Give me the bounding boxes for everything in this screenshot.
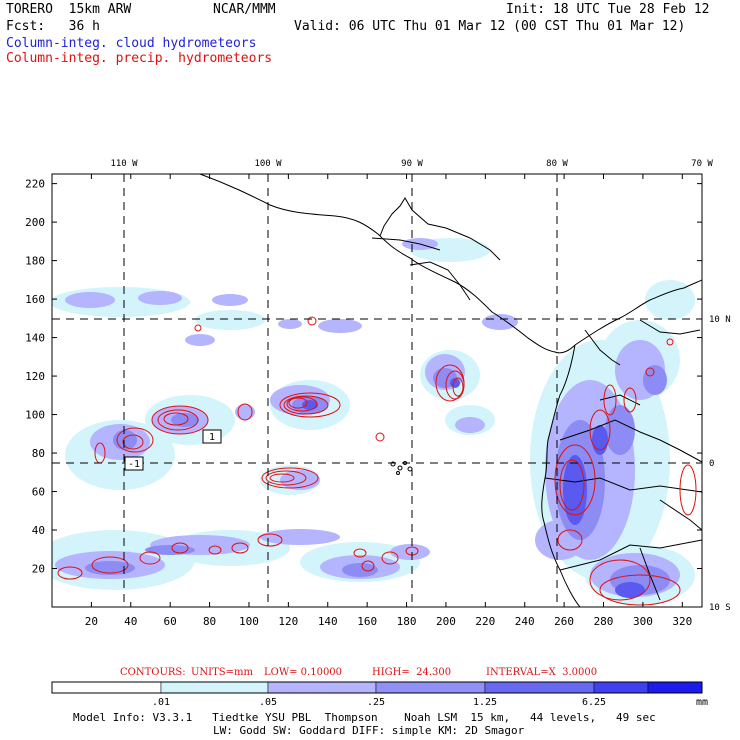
x-tick-label: 40 <box>124 615 137 628</box>
colorbar-tick: 6.25 <box>582 697 606 708</box>
lat-label-10n: 10 N <box>709 315 731 325</box>
colorbar-segment <box>647 681 703 694</box>
valid-time: Valid: 06 UTC Thu 01 Mar 12 (00 CST Thu … <box>294 19 686 34</box>
x-tick-label: 240 <box>515 615 535 628</box>
lat-label-10s: 10 S <box>709 603 731 613</box>
contour-units: UNITS=mm <box>191 667 253 678</box>
contour-low: LOW= 0.10000 <box>264 667 343 678</box>
x-tick-label: 160 <box>357 615 377 628</box>
lat-label-0: 0 <box>709 459 714 469</box>
field-precip-label: Column-integ. precip. hydrometeors <box>6 51 273 66</box>
colorbar-tick: .05 <box>259 697 277 708</box>
x-tick-label: 260 <box>554 615 574 628</box>
forecast-hour: Fcst: 36 h <box>6 19 100 34</box>
colorbar-segment <box>484 681 595 694</box>
field-cloud-label: Column-integ. cloud hydrometeors <box>6 36 257 51</box>
axis-ticks <box>52 174 702 607</box>
model-info: Model Info: V3.3.1 Tiedtke YSU PBL Thomp… <box>73 711 656 724</box>
lon-label-80w: 80 W <box>546 159 568 169</box>
x-tick-label: 300 <box>633 615 653 628</box>
y-tick-label: 100 <box>25 409 45 422</box>
lon-label-70w: 70 W <box>691 159 713 169</box>
y-tick-labels: 20 40 60 80 100 120 140 160 180 200 220 <box>25 178 45 576</box>
precip-contours <box>57 316 697 606</box>
y-tick-label: 200 <box>25 216 45 229</box>
center-label: NCAR/MMM <box>213 2 276 17</box>
x-tick-label: 140 <box>318 615 338 628</box>
colorbar <box>51 681 703 694</box>
colorbar-tick: 1.25 <box>473 697 497 708</box>
plot-frame <box>51 173 703 608</box>
colorbar-segment <box>593 681 649 694</box>
y-tick-label: 180 <box>25 255 45 268</box>
lon-label-110w: 110 W <box>110 159 138 169</box>
cloud-field <box>52 238 695 605</box>
y-tick-label: 40 <box>32 524 45 537</box>
x-tick-label: 20 <box>85 615 98 628</box>
x-tick-label: 120 <box>278 615 298 628</box>
y-tick-label: 160 <box>25 293 45 306</box>
colorbar-segment <box>160 681 269 694</box>
model-info-physics: LW: Godd SW: Goddard DIFF: simple KM: 2D… <box>213 724 525 737</box>
colorbar-frame <box>51 681 703 694</box>
y-tick-label: 120 <box>25 370 45 383</box>
latitude-labels: 10 N 0 10 S <box>709 315 731 613</box>
contour-label: CONTOURS: <box>120 667 186 678</box>
longitude-labels: 110 W 100 W 90 W 80 W 70 W <box>110 159 713 169</box>
x-tick-labels: 20 40 60 80 100 120 140 160 180 200 220 240 260 280 30… <box>85 615 692 628</box>
x-tick-label: 220 <box>475 615 495 628</box>
colorbar-tick: .25 <box>367 697 385 708</box>
y-tick-label: 80 <box>32 447 45 460</box>
model-title: TORERO 15km ARW <box>6 2 132 17</box>
latlon-grid <box>52 174 702 607</box>
high-box-label: 1 <box>209 432 215 443</box>
contour-interval: INTERVAL=X 3.0000 <box>486 667 598 678</box>
colorbar-segment <box>51 681 162 694</box>
x-tick-label: 320 <box>672 615 692 628</box>
colorbar-segment <box>267 681 377 694</box>
x-tick-label: 100 <box>239 615 259 628</box>
contour-high: HIGH= 24.300 <box>372 667 452 678</box>
x-tick-label: 200 <box>436 615 456 628</box>
y-tick-label: 60 <box>32 486 45 499</box>
y-tick-label: 20 <box>32 563 45 576</box>
x-tick-label: 80 <box>203 615 216 628</box>
colorbar-ticks: .01 .05 .25 1.25 6.25 mm <box>152 697 708 708</box>
x-tick-label: 280 <box>594 615 614 628</box>
y-tick-label: 220 <box>25 178 45 191</box>
colorbar-tick: .01 <box>152 697 170 708</box>
extrema-boxes: 1 -1 <box>124 429 222 471</box>
x-tick-label: 60 <box>164 615 177 628</box>
y-tick-label: 140 <box>25 332 45 345</box>
low-box-label: -1 <box>128 459 140 470</box>
high-box <box>202 429 222 444</box>
lon-label-90w: 90 W <box>401 159 423 169</box>
low-box <box>124 456 144 471</box>
colorbar-unit: mm <box>696 697 708 708</box>
colorbar-segment <box>375 681 486 694</box>
init-time: Init: 18 UTC Tue 28 Feb 12 <box>506 2 710 17</box>
lon-label-100w: 100 W <box>254 159 282 169</box>
x-tick-label: 180 <box>397 615 417 628</box>
